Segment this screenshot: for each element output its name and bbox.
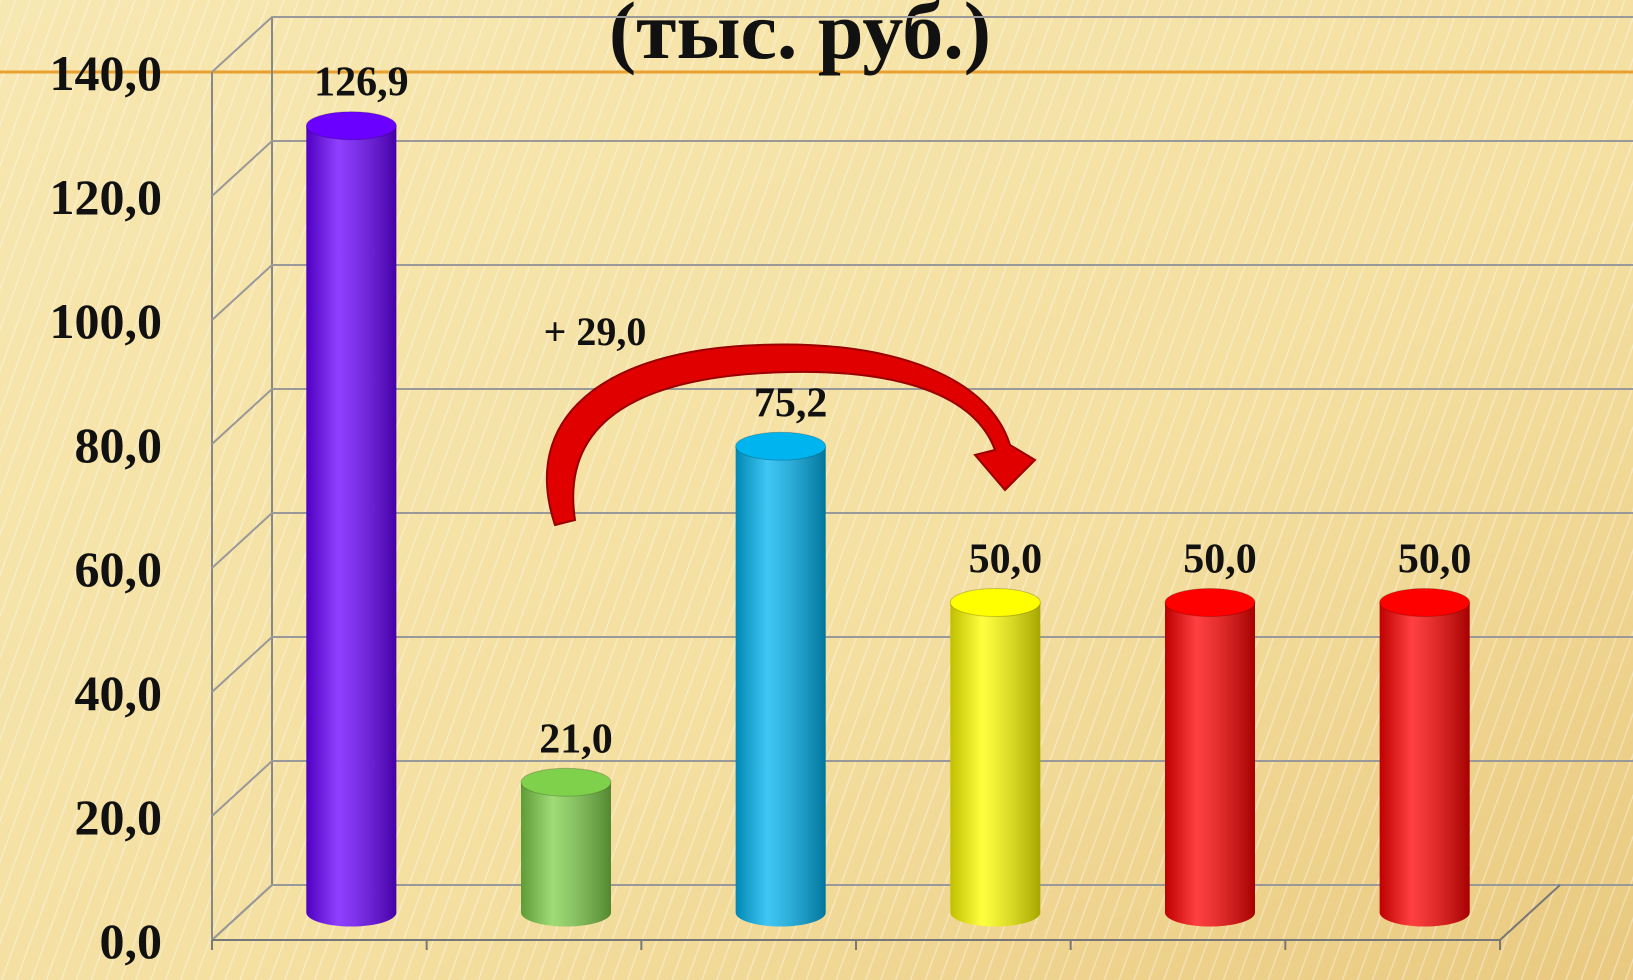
value-label: 50,0 [1183,537,1257,583]
grid-line [211,512,1633,569]
bar-shade [1165,602,1255,927]
bar-shade [735,446,826,927]
y-tick-label: 140,0 [50,45,163,101]
bar-top [949,588,1041,617]
value-label: 126,9 [314,60,409,106]
grid-line [211,16,1633,73]
y-tick-label: 100,0 [50,293,163,349]
value-label: 21,0 [539,716,613,762]
y-tick-label: 60,0 [75,541,163,597]
grid-line [211,264,1633,321]
y-tick-label: 0,0 [100,913,163,969]
bar-top [735,431,827,461]
bar [305,111,397,927]
y-tick-label: 40,0 [75,665,163,721]
floor-edge [1499,884,1561,941]
annotation: + 29,0 [544,309,647,354]
bar-shade [1379,602,1470,927]
change-arrow [545,343,1037,527]
y-tick-label: 120,0 [50,169,163,225]
bar-top [1379,588,1471,617]
value-label: 75,2 [754,380,828,426]
bar-shade [306,125,397,927]
value-label: 50,0 [1398,537,1472,583]
bar [949,588,1041,927]
grid-line [211,388,1633,445]
chart-title: (тыс. руб.) [609,0,991,76]
value-label: 50,0 [969,537,1043,583]
bar-shade [521,782,611,927]
y-tick-label: 20,0 [75,789,163,845]
bar-top [305,111,397,141]
bar-shade [950,602,1041,927]
bar [520,767,612,927]
y-tick-label: 80,0 [75,417,163,473]
bar-top [520,767,612,797]
bar [1379,588,1471,927]
bar-top [1164,588,1256,617]
bar [735,431,827,927]
bar [1164,588,1256,927]
grid-line [211,140,1633,197]
